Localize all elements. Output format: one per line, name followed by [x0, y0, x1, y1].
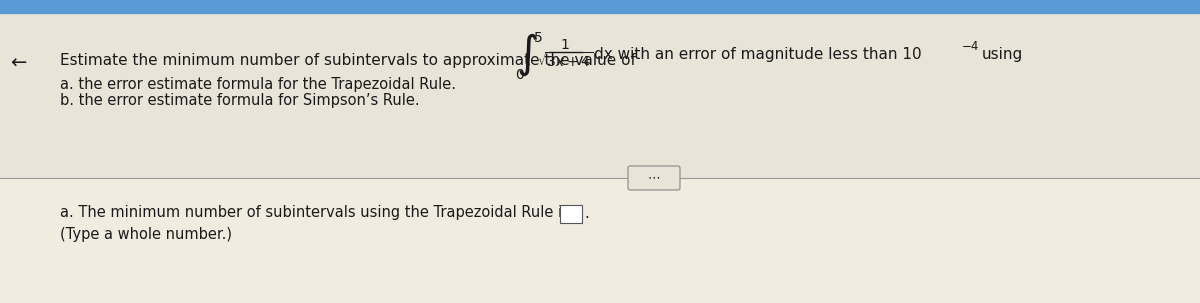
Text: 5: 5 — [534, 31, 542, 45]
Text: b. the error estimate formula for Simpson’s Rule.: b. the error estimate formula for Simpso… — [60, 92, 420, 108]
Text: $\int$: $\int$ — [516, 32, 538, 78]
Text: a. The minimum number of subintervals using the Trapezoidal Rule is: a. The minimum number of subintervals us… — [60, 205, 570, 221]
Text: $\sqrt{3x+4}$: $\sqrt{3x+4}$ — [536, 52, 593, 71]
Text: Estimate the minimum number of subintervals to approximate the value of: Estimate the minimum number of subinterv… — [60, 52, 636, 68]
Text: 1: 1 — [560, 38, 570, 52]
Text: ←: ← — [10, 54, 26, 72]
Bar — [560, 205, 582, 223]
Text: −4: −4 — [962, 41, 979, 54]
FancyBboxPatch shape — [628, 166, 680, 190]
Bar — [0, 0, 1200, 13]
Text: using: using — [982, 48, 1024, 62]
Text: a. the error estimate formula for the Trapezoidal Rule.: a. the error estimate formula for the Tr… — [60, 78, 456, 92]
Text: 0: 0 — [515, 68, 523, 82]
Text: .: . — [584, 205, 589, 221]
Text: dx with an error of magnitude less than 10: dx with an error of magnitude less than … — [594, 48, 922, 62]
Text: (Type a whole number.): (Type a whole number.) — [60, 228, 232, 242]
Bar — [0, 178, 1200, 303]
Text: ⋯: ⋯ — [648, 171, 660, 185]
